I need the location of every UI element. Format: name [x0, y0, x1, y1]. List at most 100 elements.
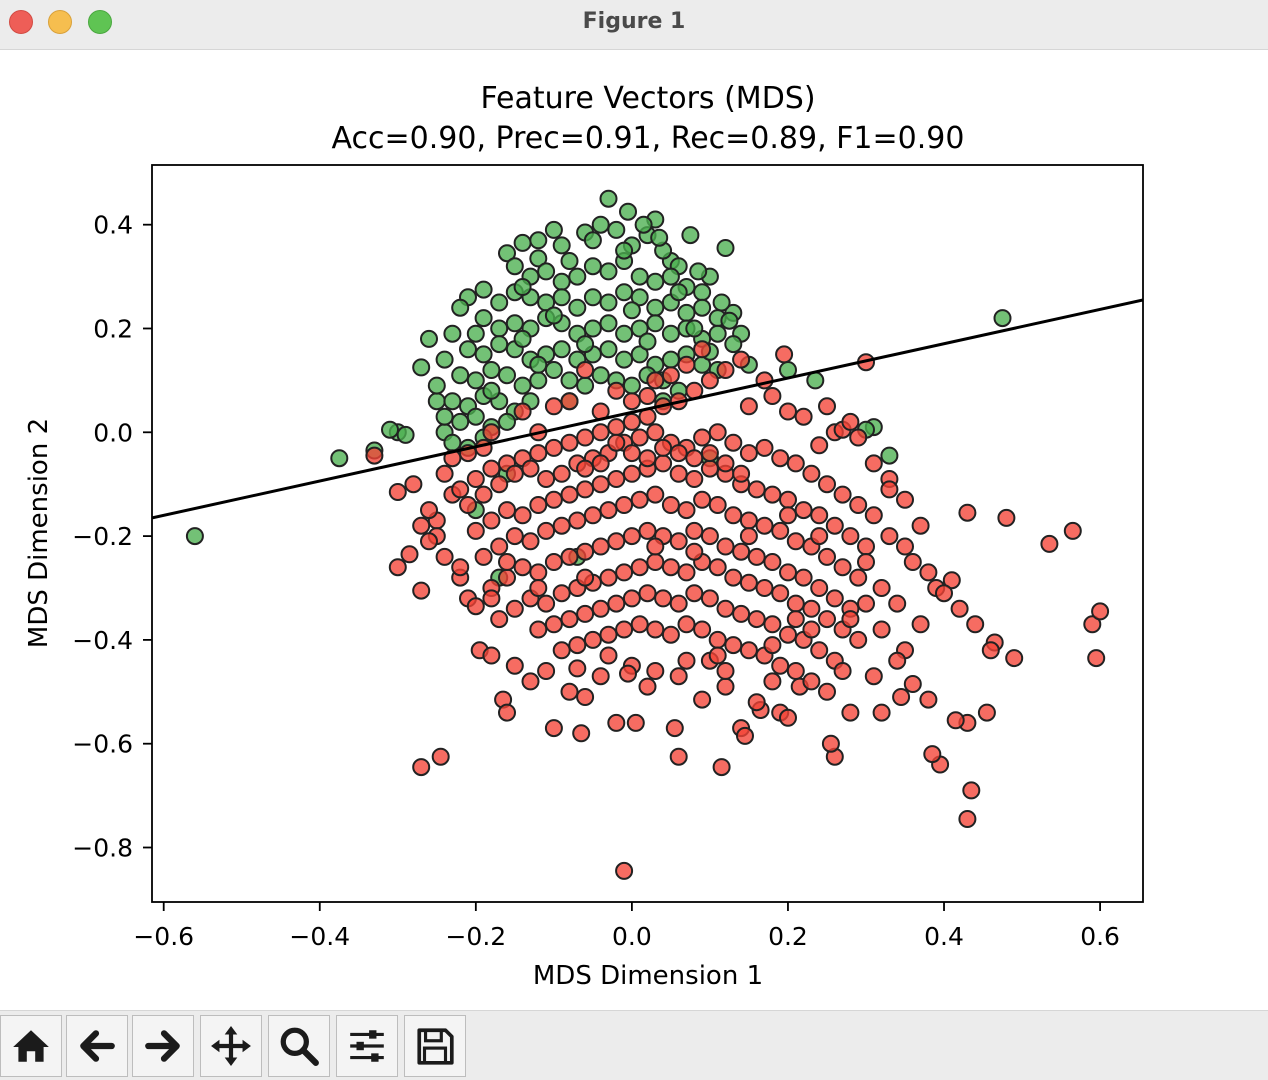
red-point — [552, 464, 571, 483]
red-point — [521, 672, 540, 691]
green-point — [599, 189, 618, 208]
red-point — [818, 682, 836, 701]
red-point — [833, 662, 852, 680]
green-point — [498, 366, 516, 385]
red-point — [490, 475, 509, 494]
red-point — [712, 758, 731, 777]
green-point — [544, 306, 563, 325]
red-point — [638, 677, 657, 696]
green-point — [443, 392, 462, 411]
pan-button[interactable] — [200, 1015, 262, 1077]
red-point — [638, 521, 657, 540]
minimize-window-button[interactable] — [48, 10, 72, 34]
red-point — [537, 470, 556, 488]
red-point — [942, 571, 961, 590]
red-point — [505, 527, 524, 546]
red-point — [544, 719, 563, 738]
red-point — [716, 599, 735, 618]
floppy-disk-icon — [417, 1028, 454, 1065]
maximize-window-button[interactable] — [88, 10, 112, 34]
red-point — [638, 387, 657, 405]
red-point — [505, 656, 524, 675]
red-point — [607, 532, 626, 551]
red-point — [576, 459, 595, 478]
green-point — [435, 350, 454, 369]
red-point — [669, 747, 688, 766]
red-point — [880, 480, 899, 499]
red-point — [724, 568, 743, 587]
red-point — [911, 516, 930, 535]
red-point — [818, 397, 836, 416]
red-point — [622, 444, 641, 463]
red-point — [400, 545, 419, 564]
red-point — [560, 610, 579, 629]
red-point — [724, 636, 743, 655]
red-point — [716, 677, 735, 696]
red-point — [661, 625, 680, 644]
red-point — [576, 604, 595, 623]
red-point — [802, 464, 821, 483]
forward-button[interactable] — [132, 1015, 194, 1077]
red-point — [498, 568, 516, 587]
configure-subplots-button[interactable] — [336, 1015, 398, 1077]
red-point — [669, 444, 688, 463]
red-point — [763, 485, 782, 504]
window-title: Figure 1 — [582, 9, 686, 34]
magnifier-icon — [280, 1027, 319, 1066]
red-point — [864, 506, 883, 525]
red-point — [779, 506, 797, 525]
red-point — [560, 392, 579, 411]
green-point — [622, 376, 641, 395]
red-point — [755, 371, 774, 390]
arrow-left-icon — [80, 1030, 115, 1062]
home-button[interactable] — [0, 1015, 62, 1077]
green-point — [599, 314, 618, 333]
red-point — [412, 758, 431, 777]
red-point — [568, 511, 587, 530]
green-point — [412, 358, 431, 377]
zoom-button[interactable] — [268, 1015, 330, 1077]
green-point — [474, 309, 493, 328]
red-point — [420, 501, 438, 520]
red-point — [779, 563, 797, 582]
red-point — [716, 454, 735, 473]
green-point — [482, 361, 501, 379]
window-titlebar: Figure 1 — [0, 0, 1268, 50]
decision-boundary-line — [152, 298, 1143, 520]
red-point — [896, 537, 914, 556]
red-point — [693, 620, 712, 639]
red-point — [521, 532, 540, 551]
red-point — [482, 423, 501, 442]
red-point — [1040, 534, 1059, 553]
save-button[interactable] — [404, 1015, 466, 1077]
red-point — [708, 558, 727, 577]
red-point — [810, 641, 829, 660]
green-point — [552, 288, 571, 307]
red-point — [708, 630, 727, 649]
red-point — [786, 532, 805, 551]
navigation-toolbar — [0, 1010, 1268, 1080]
green-point — [622, 301, 641, 320]
green-point — [474, 280, 493, 299]
red-point — [677, 651, 696, 670]
red-point — [724, 433, 743, 452]
x-tick-label: 0.2 — [768, 922, 808, 951]
green-point — [615, 324, 634, 343]
red-point — [977, 703, 996, 722]
back-button[interactable] — [66, 1015, 128, 1077]
x-tick-label: −0.2 — [445, 922, 506, 951]
red-point — [661, 558, 680, 577]
red-point — [716, 537, 735, 556]
red-point — [661, 366, 680, 385]
close-window-button[interactable] — [9, 10, 33, 34]
red-point — [818, 610, 836, 629]
green-point — [630, 319, 649, 338]
red-point — [404, 475, 423, 494]
red-point — [599, 568, 618, 587]
red-point — [591, 423, 610, 442]
y-tick-label: −0.6 — [72, 730, 133, 759]
red-point — [576, 542, 595, 561]
green-point — [599, 340, 618, 359]
green-point — [498, 412, 516, 431]
red-point — [607, 433, 626, 452]
